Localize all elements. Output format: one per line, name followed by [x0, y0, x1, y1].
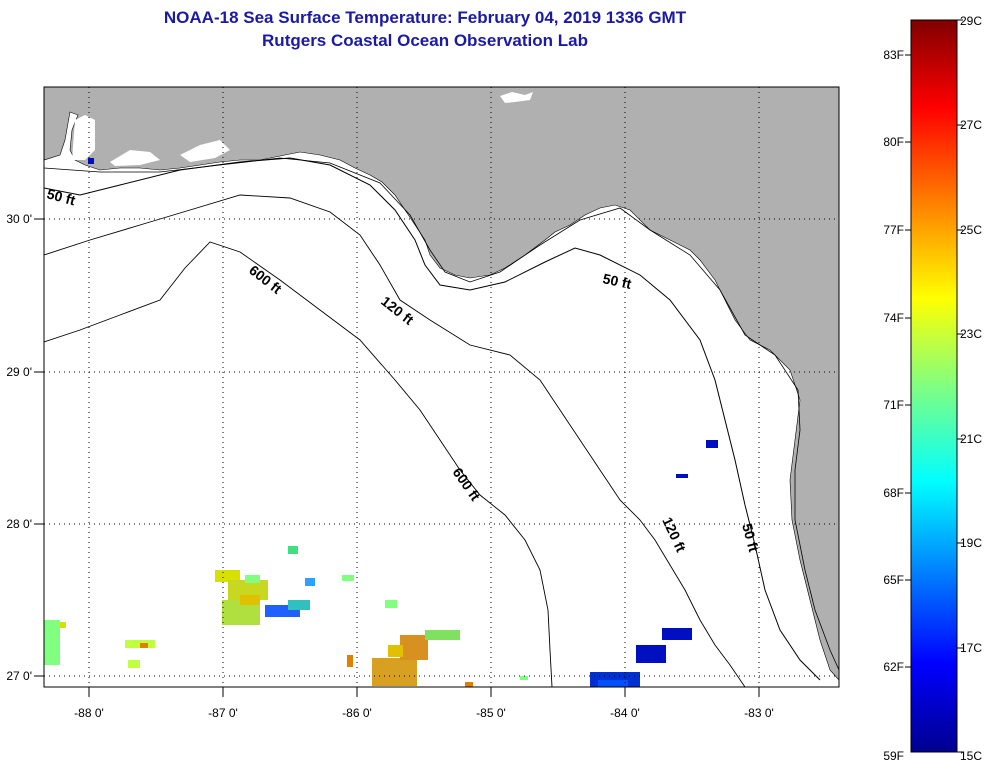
colorbar-f-label: 65F	[883, 573, 904, 587]
colorbar	[910, 19, 958, 753]
land-area	[44, 87, 839, 681]
lon-tick-label: -83 0'	[744, 706, 774, 720]
map-subtitle: Rutgers Coastal Ocean Observation Lab	[262, 31, 588, 50]
colorbar-f-label: 77F	[883, 223, 904, 237]
bay-area	[180, 140, 230, 162]
contour-label: 50 ft	[601, 270, 633, 292]
contour-50ft	[44, 157, 821, 681]
axis-ticks	[34, 218, 760, 697]
lon-tick-label: -88 0'	[74, 706, 104, 720]
colorbar-c-label: 23C	[960, 327, 982, 341]
colorbar-c-label: 21C	[960, 432, 982, 446]
contour-600ft	[44, 241, 553, 687]
colorbar-c-label: 25C	[960, 223, 982, 237]
map-frame	[43, 86, 840, 688]
lon-tick-label: -87 0'	[208, 706, 238, 720]
colorbar-f-label: 62F	[883, 660, 904, 674]
map-title: NOAA-18 Sea Surface Temperature: Februar…	[163, 8, 687, 27]
lon-tick-label: -86 0'	[342, 706, 372, 720]
colorbar-c-label: 27C	[960, 118, 982, 132]
bay-area	[72, 115, 95, 160]
lon-tick-label: -85 0'	[476, 706, 506, 720]
lat-tick-label: 28 0'	[6, 517, 32, 531]
lat-tick-label: 27 0'	[6, 669, 32, 683]
colorbar-c-label: 17C	[960, 641, 982, 655]
bay-area	[110, 150, 160, 166]
graticule	[44, 87, 839, 687]
colorbar-f-label: 68F	[883, 486, 904, 500]
sst-data-patches	[44, 158, 718, 687]
lat-tick-label: 29 0'	[6, 365, 32, 379]
contour-label: 50 ft	[45, 185, 77, 208]
colorbar-f-label: 59F	[883, 749, 904, 763]
colorbar-c-label: 15C	[960, 749, 982, 763]
colorbar-ticks	[905, 19, 963, 753]
lake-area	[500, 92, 533, 103]
colorbar-c-label: 29C	[960, 14, 982, 28]
colorbar-f-label: 80F	[883, 135, 904, 149]
lat-tick-label: 30 0'	[6, 212, 32, 226]
colorbar-f-label: 71F	[883, 398, 904, 412]
lon-tick-label: -84 0'	[610, 706, 640, 720]
colorbar-f-label: 74F	[883, 311, 904, 325]
colorbar-f-label: 83F	[883, 48, 904, 62]
contour-label: 50 ft	[739, 522, 762, 554]
colorbar-c-label: 19C	[960, 536, 982, 550]
contour-120ft	[44, 194, 746, 687]
